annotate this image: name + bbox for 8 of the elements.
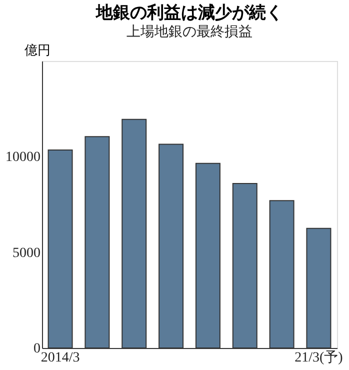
chart-subtitle: 上場地銀の最終損益: [126, 24, 252, 40]
x-tick-label: 21/3(予): [294, 350, 344, 366]
y-tick-label: 10000: [6, 150, 40, 166]
x-tick-label: 2014/3: [40, 350, 80, 366]
y-axis-title: 億円: [24, 44, 50, 58]
y-tick-label: 0: [34, 342, 40, 356]
chart-title: 地銀の利益は減少が続く: [95, 3, 283, 23]
y-tick-label: 5000: [12, 246, 40, 261]
